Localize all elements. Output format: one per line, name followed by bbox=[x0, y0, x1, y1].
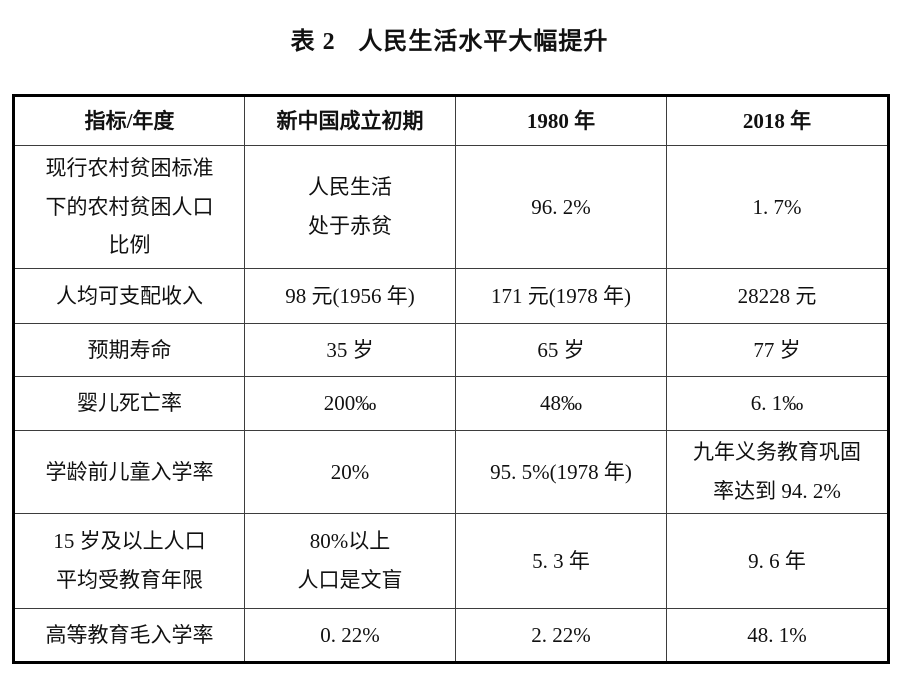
living-standards-table: 指标/年度 新中国成立初期 1980 年 2018 年 现行农村贫困标准 下的农… bbox=[12, 94, 890, 664]
table-cell: 48‰ bbox=[455, 376, 667, 431]
table-cell: 48. 1% bbox=[666, 608, 889, 663]
table-cell: 预期寿命 bbox=[13, 323, 245, 377]
table-cell: 200‰ bbox=[244, 376, 456, 431]
table-cell: 77 岁 bbox=[666, 323, 889, 377]
table-cell: 9. 6 年 bbox=[666, 513, 889, 609]
table-cell: 96. 2% bbox=[455, 145, 667, 269]
column-header-1980: 1980 年 bbox=[455, 95, 667, 146]
table-row-disposable-income: 人均可支配收入 98 元(1956 年) 171 元(1978 年) 28228… bbox=[13, 268, 889, 324]
table-row-rural-poverty: 现行农村贫困标准 下的农村贫困人口 比例 人民生活 处于赤贫 96. 2% 1.… bbox=[13, 145, 889, 269]
table-cell: 高等教育毛入学率 bbox=[13, 608, 245, 663]
table-cell: 2. 22% bbox=[455, 608, 667, 663]
table-row-preschool-enrollment: 学龄前儿童入学率 20% 95. 5%(1978 年) 九年义务教育巩固 率达到… bbox=[13, 430, 889, 514]
column-header-early-prc: 新中国成立初期 bbox=[244, 95, 456, 146]
table-cell: 65 岁 bbox=[455, 323, 667, 377]
table-cell: 5. 3 年 bbox=[455, 513, 667, 609]
table-title-text: 人民生活水平大幅提升 bbox=[358, 29, 609, 55]
table-cell: 171 元(1978 年) bbox=[455, 268, 667, 324]
table-cell: 15 岁及以上人口 平均受教育年限 bbox=[13, 513, 245, 609]
table-number: 表 2 bbox=[290, 29, 336, 55]
column-header-indicator: 指标/年度 bbox=[13, 95, 245, 146]
table-cell: 九年义务教育巩固 率达到 94. 2% bbox=[666, 430, 889, 514]
table-row-years-of-education: 15 岁及以上人口 平均受教育年限 80%以上 人口是文盲 5. 3 年 9. … bbox=[13, 513, 889, 609]
table-cell: 现行农村贫困标准 下的农村贫困人口 比例 bbox=[13, 145, 245, 269]
table-cell: 人民生活 处于赤贫 bbox=[244, 145, 456, 269]
table-cell: 28228 元 bbox=[666, 268, 889, 324]
table-cell: 学龄前儿童入学率 bbox=[13, 430, 245, 514]
table-cell: 1. 7% bbox=[666, 145, 889, 269]
table-cell: 6. 1‰ bbox=[666, 376, 889, 431]
table-cell: 0. 22% bbox=[244, 608, 456, 663]
table-cell: 80%以上 人口是文盲 bbox=[244, 513, 456, 609]
table-title: 表 2 人民生活水平大幅提升 bbox=[0, 0, 899, 57]
table-row-infant-mortality: 婴儿死亡率 200‰ 48‰ 6. 1‰ bbox=[13, 376, 889, 431]
table-header-row: 指标/年度 新中国成立初期 1980 年 2018 年 bbox=[13, 95, 889, 146]
table-cell: 人均可支配收入 bbox=[13, 268, 245, 324]
table-row-higher-education-enrollment: 高等教育毛入学率 0. 22% 2. 22% 48. 1% bbox=[13, 608, 889, 663]
table-row-life-expectancy: 预期寿命 35 岁 65 岁 77 岁 bbox=[13, 323, 889, 377]
table-cell: 95. 5%(1978 年) bbox=[455, 430, 667, 514]
table-cell: 20% bbox=[244, 430, 456, 514]
table-cell: 98 元(1956 年) bbox=[244, 268, 456, 324]
column-header-2018: 2018 年 bbox=[666, 95, 889, 146]
table-cell: 35 岁 bbox=[244, 323, 456, 377]
table-cell: 婴儿死亡率 bbox=[13, 376, 245, 431]
